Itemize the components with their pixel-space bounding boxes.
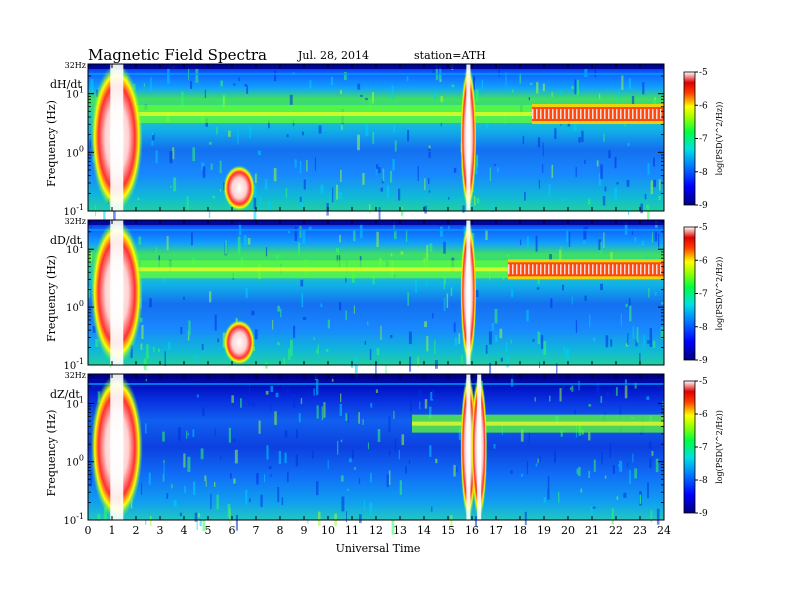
y-tick-label: 100 [66, 144, 84, 159]
colorbar-tick-label: -9 [699, 509, 708, 519]
burst-core-0 [110, 64, 124, 211]
band-stripes-1 [532, 108, 662, 119]
top-line [88, 73, 664, 75]
burst-core-2 [466, 64, 471, 211]
band-line-0 [100, 111, 664, 116]
colorbar-tick-label: -9 [699, 356, 708, 366]
burst-core-1 [466, 374, 471, 520]
spectrogram-background [88, 220, 664, 365]
colorbar-tick-label: -7 [699, 290, 708, 300]
panel-label: dZ/dt [50, 388, 80, 401]
y-tick-label: 100 [66, 454, 84, 469]
burst-core-2 [477, 374, 482, 520]
x-tick-label: 23 [633, 524, 647, 537]
date-label: Jul. 28, 2014 [297, 49, 369, 62]
top-line [88, 383, 664, 385]
y-top-label: 32Hz [65, 217, 86, 226]
x-tick-label: 18 [513, 524, 527, 537]
colorbar-tick-label: -7 [699, 443, 708, 453]
x-tick-label: 11 [345, 524, 359, 537]
y-tick-label: 10-1 [63, 512, 84, 527]
x-tick-label: 12 [369, 524, 383, 537]
panel-label: dH/dt [50, 78, 82, 91]
colorbar-tick-label: -9 [699, 201, 708, 211]
station-label: station=ATH [414, 49, 486, 62]
band-line-0 [100, 267, 664, 272]
colorbar-tick-label: -5 [699, 68, 708, 78]
x-tick-label: 22 [609, 524, 623, 537]
x-tick-label: 2 [133, 524, 140, 537]
band-stripes-1 [508, 264, 662, 275]
burst-1 [223, 165, 256, 211]
spectrogram-panels: 10-1 100 10 1 32Hz dH/dt Frequency (Hz) -5 -6 -7 -… [45, 61, 724, 537]
x-tick-label: 16 [465, 524, 479, 537]
colorbar-tick-label: -6 [699, 256, 708, 266]
colorbar-tick-label: -8 [699, 476, 708, 486]
colorbar [683, 71, 696, 206]
colorbar-label: log(PSD(V^2/Hz)) [715, 102, 724, 176]
colorbar-tick-label: -8 [699, 323, 708, 333]
burst-core-2 [466, 220, 471, 365]
y-top-label: 32Hz [65, 371, 86, 380]
spectrogram-texture [89, 374, 664, 535]
x-tick-label: 13 [393, 524, 407, 537]
x-tick-label: 6 [229, 524, 236, 537]
x-tick-label: 7 [253, 524, 260, 537]
y-axis-title: Frequency (Hz) [45, 410, 58, 497]
colorbar-tick-label: -5 [699, 377, 708, 387]
x-tick-label: 24 [657, 524, 671, 537]
spectrogram-background [88, 374, 664, 520]
spectrogram-background [88, 64, 664, 211]
chart-title: Magnetic Field Spectra [88, 46, 267, 64]
x-tick-label: 8 [277, 524, 284, 537]
colorbar [683, 380, 696, 514]
colorbar-label: log(PSD(V^2/Hz)) [715, 410, 724, 484]
colorbar-label: log(PSD(V^2/Hz)) [715, 257, 724, 331]
colorbar-tick-label: -6 [699, 101, 708, 111]
x-tick-label: 21 [585, 524, 599, 537]
colorbar [683, 226, 696, 361]
x-tick-label: 15 [441, 524, 455, 537]
burst-1 [223, 319, 256, 365]
top-line [88, 229, 664, 231]
burst-core-0 [110, 374, 124, 520]
x-tick-label: 1 [109, 524, 116, 537]
x-tick-label: 5 [205, 524, 212, 537]
colorbar-tick-label: -5 [699, 223, 708, 233]
x-tick-label: 20 [561, 524, 575, 537]
x-axis-title: Universal Time [336, 542, 421, 555]
y-tick-label: 10-1 [63, 203, 84, 218]
x-tick-label: 9 [301, 524, 308, 537]
x-tick-label: 19 [537, 524, 551, 537]
x-tick-label: 17 [489, 524, 503, 537]
band-line-0 [412, 421, 664, 426]
y-tick-label: 10-1 [63, 357, 84, 372]
burst-core-0 [110, 220, 124, 365]
y-tick-label: 100 [66, 299, 84, 314]
colorbar-tick-label: -6 [699, 410, 708, 420]
y-axis-title: Frequency (Hz) [45, 100, 58, 187]
x-tick-label: 3 [157, 524, 164, 537]
spectrogram-panel-dz-dt: 0 1 2 3 4 5 6 7 8 9 10 11 12 13 14 15 16 17 18 19 20 21 22 23 24… [45, 371, 724, 537]
x-tick-label: 0 [85, 524, 92, 537]
x-tick-label: 10 [321, 524, 335, 537]
x-tick-label: 4 [181, 524, 188, 537]
y-axis-title: Frequency (Hz) [45, 255, 58, 342]
y-top-label: 32Hz [65, 61, 86, 70]
colorbar-tick-label: -8 [699, 168, 708, 178]
colorbar-tick-label: -7 [699, 135, 708, 145]
x-tick-label: 14 [417, 524, 431, 537]
panel-label: dD/dt [50, 234, 82, 247]
